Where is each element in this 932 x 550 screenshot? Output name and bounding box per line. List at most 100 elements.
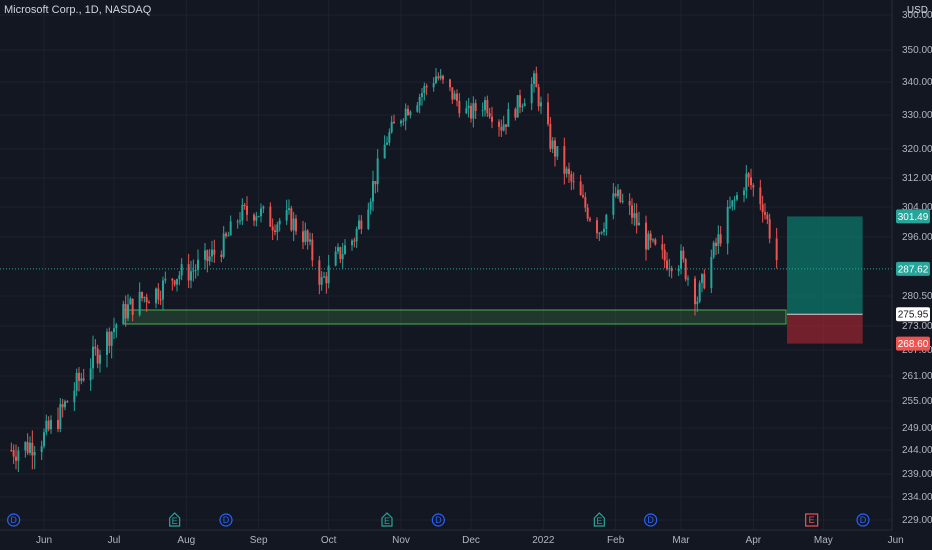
svg-text:301.49: 301.49 — [898, 212, 929, 223]
candle-body — [388, 132, 391, 143]
price-tick-label: 300.00 — [902, 10, 932, 21]
candle-body — [269, 206, 272, 227]
candle-body — [320, 277, 323, 285]
candle-body — [453, 93, 456, 100]
loss-zone[interactable] — [787, 314, 863, 344]
candle-body — [472, 103, 475, 119]
candle-body — [110, 331, 113, 346]
candle-body — [372, 181, 374, 202]
currency-label[interactable]: USD — [906, 5, 928, 16]
time-tick-label: Jul — [108, 535, 121, 546]
symbol-title[interactable]: Microsoft Corp., 1D, NASDAQ — [4, 4, 152, 16]
dividend-marker[interactable]: D — [7, 513, 21, 527]
time-tick-label: 2022 — [532, 535, 555, 546]
candle-body — [425, 86, 428, 88]
price-tick-label: 350.00 — [902, 45, 932, 56]
candle-body — [255, 216, 258, 221]
candle-body — [227, 235, 230, 237]
candle-body — [418, 96, 421, 106]
candle-body — [10, 450, 13, 451]
candle-body — [729, 206, 731, 208]
candle-body — [173, 280, 176, 285]
candle-body — [190, 271, 192, 281]
candle-body — [572, 181, 575, 183]
candle-body — [122, 303, 125, 325]
grid — [0, 0, 897, 530]
candle-body — [59, 404, 62, 430]
time-tick-label: Apr — [746, 535, 762, 546]
candle-body — [99, 354, 101, 364]
candle-body — [327, 265, 330, 284]
candle-body — [220, 254, 223, 258]
price-tick-label: 280.50 — [902, 291, 932, 302]
candle-body — [442, 75, 444, 80]
candle-body — [180, 264, 183, 276]
dividend-marker[interactable]: D — [856, 513, 870, 527]
profit-zone[interactable] — [787, 216, 863, 315]
earnings-marker[interactable]: E — [805, 513, 819, 527]
candle-body — [514, 109, 517, 118]
earnings-marker[interactable]: E — [381, 512, 393, 527]
candle-body — [64, 401, 66, 408]
candle-body — [239, 220, 241, 222]
candle-body — [416, 105, 419, 112]
candle-body — [638, 222, 640, 226]
candle-body — [621, 200, 624, 202]
candle-body — [78, 372, 80, 381]
svg-text:D: D — [10, 515, 17, 525]
price-tick-label: 320.00 — [902, 144, 932, 155]
candle-body — [288, 208, 290, 211]
candle-body — [516, 95, 519, 118]
candle-body — [733, 199, 736, 201]
candle-body — [488, 113, 491, 117]
long-position-tool[interactable] — [787, 216, 863, 344]
candle-body — [141, 291, 143, 299]
candle-body — [631, 205, 633, 218]
candle-body — [192, 270, 195, 272]
candle-body — [353, 240, 356, 242]
candle-body — [752, 185, 755, 188]
candle-body — [521, 106, 524, 108]
candle-body — [15, 456, 17, 461]
price-tick-label: 296.00 — [902, 232, 932, 243]
candle-body — [386, 142, 388, 145]
candle-body — [519, 95, 521, 108]
earnings-marker[interactable]: E — [593, 512, 605, 527]
candle-body — [645, 222, 647, 250]
earnings-marker[interactable]: E — [169, 512, 181, 527]
candle-body — [302, 231, 304, 243]
candle-body — [211, 249, 213, 257]
candle-body — [402, 120, 405, 122]
candle-body — [764, 212, 766, 215]
candle-body — [374, 181, 377, 185]
time-axis[interactable]: Jun Jul Aug Sep Oct Nov Dec 2022 Feb Mar Apr May Jun… — [36, 535, 932, 546]
candle-body — [369, 201, 372, 210]
dividend-marker[interactable]: D — [219, 513, 233, 527]
time-tick-label: Mar — [672, 535, 690, 546]
candle-body — [178, 275, 181, 279]
candle-body — [339, 247, 342, 260]
svg-text:E: E — [172, 516, 178, 526]
support-zone[interactable] — [122, 309, 787, 325]
candle-body — [467, 105, 470, 109]
candle-body — [533, 73, 535, 85]
candle-body — [138, 291, 141, 315]
candle-body — [75, 372, 78, 391]
candle-body — [241, 204, 244, 221]
svg-text:287.62: 287.62 — [898, 264, 929, 275]
candle-body — [50, 419, 52, 430]
dividend-marker[interactable]: D — [431, 513, 445, 527]
candle-body — [537, 87, 540, 107]
dividend-marker[interactable]: D — [644, 513, 658, 527]
candle-body — [43, 432, 45, 447]
candle-body — [628, 200, 631, 206]
candle-body — [89, 368, 92, 381]
price-tick-label: 340.00 — [902, 77, 932, 88]
candle-body — [670, 268, 673, 272]
candle-body — [351, 240, 353, 246]
candle-body — [243, 204, 246, 207]
candle-body — [649, 233, 652, 241]
candle-body — [759, 187, 762, 205]
